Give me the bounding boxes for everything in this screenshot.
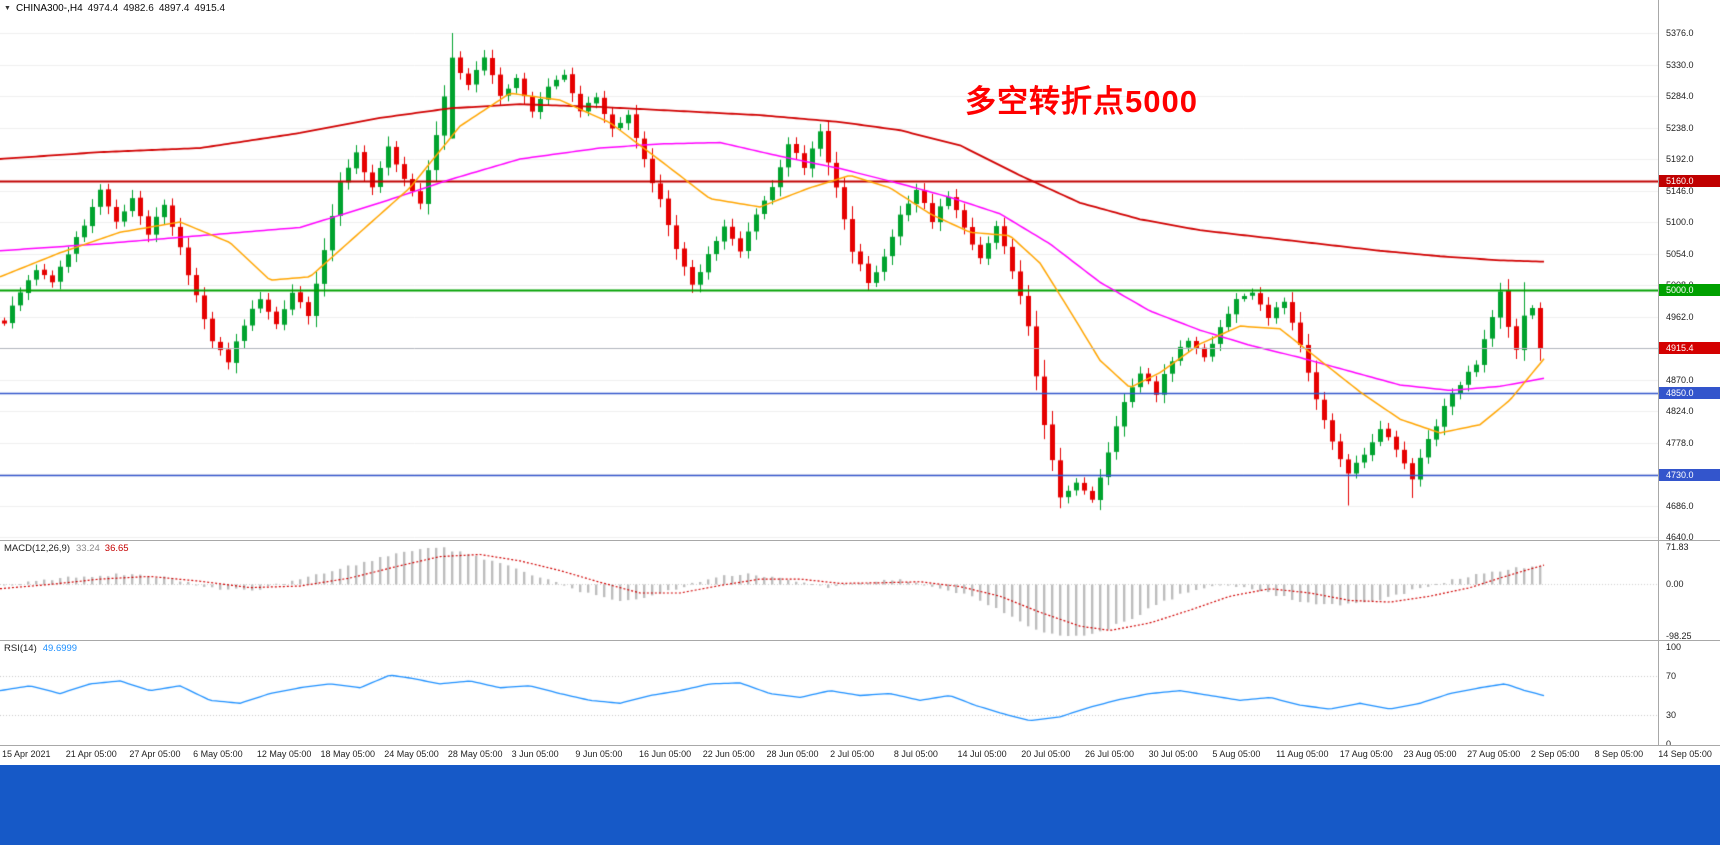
time-axis-label: 22 Jun 05:00 — [702, 749, 755, 759]
price-axis-label: 4870.0 — [1666, 374, 1694, 385]
time-axis-label: 8 Jul 05:00 — [893, 749, 938, 759]
price-axis-border — [1658, 0, 1659, 745]
chart-title-bar: ▼ CHINA300-,H4 4974.4 4982.6 4897.4 4915… — [4, 3, 225, 14]
price-level-badge: 5160.0 — [1659, 174, 1720, 187]
time-axis-label: 12 May 05:00 — [256, 749, 312, 759]
time-axis-label: 2 Jul 05:00 — [830, 749, 875, 759]
price-axis-label: 4640.0 — [1666, 532, 1694, 542]
taskbar[interactable] — [0, 765, 1720, 845]
price-level-badge: 4850.0 — [1659, 387, 1720, 400]
price-chart-canvas[interactable] — [0, 0, 1658, 745]
price-level-badge: 4730.0 — [1659, 469, 1720, 482]
time-axis-label: 5 Aug 05:00 — [1212, 749, 1261, 759]
time-axis-label: 8 Sep 05:00 — [1594, 749, 1644, 759]
bar-close-value: 4915.4 — [194, 3, 226, 14]
price-axis-label: 5376.0 — [1666, 28, 1694, 38]
rsi-value: 49.6999 — [42, 643, 78, 654]
bar-high-value: 4982.6 — [123, 3, 154, 14]
rsi-label-text: RSI(14) — [4, 643, 37, 654]
time-axis-label: 18 May 05:00 — [320, 749, 376, 759]
chart-annotation: 多空转折点5000 — [965, 84, 1198, 119]
time-axis-label: 27 Apr 05:00 — [129, 749, 181, 759]
time-axis-label: 20 Jul 05:00 — [1021, 749, 1071, 759]
symbol-dropdown-icon[interactable]: ▼ — [4, 4, 11, 12]
price-axis-label: 5146.0 — [1666, 185, 1694, 196]
macd-axis-label: 0.00 — [1666, 579, 1684, 590]
rsi-axis-label: 70 — [1666, 671, 1677, 682]
macd-label-text: MACD(12,26,9) — [4, 543, 70, 554]
price-axis[interactable]: 5376.0 5330.0 5284.0 5238.0 5192.0 5146.0 5100… — [1659, 0, 1720, 765]
macd-axis-label: 71.83 — [1666, 542, 1689, 552]
time-axis-label: 15 Apr 2021 — [2, 749, 51, 759]
time-axis-label: 2 Sep 05:00 — [1530, 749, 1580, 759]
symbol-timeframe-label: CHINA300-,H4 — [15, 3, 83, 14]
time-axis-label: 28 May 05:00 — [447, 749, 503, 759]
time-axis-label: 3 Jun 05:00 — [511, 749, 559, 759]
time-axis-label: 27 Aug 05:00 — [1467, 749, 1521, 759]
rsi-axis-label: 30 — [1666, 709, 1677, 720]
time-axis-label: 30 Jul 05:00 — [1148, 749, 1198, 759]
bar-open-value: 4974.4 — [87, 3, 119, 14]
bar-low-value: 4897.4 — [158, 3, 190, 14]
macd-signal-value: 36.65 — [104, 543, 129, 554]
time-axis-label: 16 Jun 05:00 — [639, 749, 692, 759]
rsi-axis-label: 0 — [1666, 739, 1672, 749]
price-axis-label: 5100.0 — [1666, 217, 1694, 227]
price-axis-label: 5284.0 — [1666, 91, 1694, 101]
price-axis-label: 4686.0 — [1666, 500, 1694, 511]
price-level-badge: 5000.0 — [1659, 284, 1720, 297]
panel-separator-main-macd[interactable] — [0, 540, 1720, 541]
time-axis-label: 17 Aug 05:00 — [1339, 749, 1393, 759]
rsi-axis-label: 100 — [1666, 642, 1682, 652]
current-price-badge: 4915.4 — [1659, 342, 1720, 355]
macd-indicator-label: MACD(12,26,9) 33.24 36.65 — [4, 543, 129, 554]
time-axis-label: 26 Jul 05:00 — [1084, 749, 1134, 759]
rsi-indicator-label: RSI(14) 49.6999 — [4, 643, 77, 654]
panel-separator-macd-rsi[interactable] — [0, 640, 1720, 641]
time-axis-label: 11 Aug 05:00 — [1276, 749, 1329, 759]
macd-main-value: 33.24 — [76, 543, 100, 554]
price-axis-label: 4778.0 — [1666, 437, 1694, 448]
price-axis-label: 5192.0 — [1666, 154, 1694, 164]
time-axis[interactable]: 15 Apr 2021 21 Apr 05:00 27 Apr 05:00 6 May… — [0, 746, 1720, 765]
panel-separator-time-axis — [0, 745, 1720, 746]
time-axis-label: 14 Jul 05:00 — [957, 749, 1007, 759]
macd-axis-label: -98.25 — [1666, 631, 1692, 641]
time-axis-label: 14 Sep 05:00 — [1658, 749, 1712, 759]
price-axis-label: 5238.0 — [1666, 122, 1694, 133]
price-axis-label: 5330.0 — [1666, 59, 1694, 70]
time-axis-label: 9 Jun 05:00 — [575, 749, 623, 759]
time-axis-label: 28 Jun 05:00 — [766, 749, 819, 759]
time-axis-label: 24 May 05:00 — [384, 749, 439, 759]
price-axis-label: 4824.0 — [1666, 406, 1694, 416]
time-axis-label: 21 Apr 05:00 — [65, 749, 117, 759]
time-axis-label: 6 May 05:00 — [193, 749, 243, 759]
price-axis-label: 5054.0 — [1666, 248, 1694, 259]
price-axis-label: 4962.0 — [1666, 311, 1694, 322]
time-axis-label: 23 Aug 05:00 — [1403, 749, 1457, 759]
